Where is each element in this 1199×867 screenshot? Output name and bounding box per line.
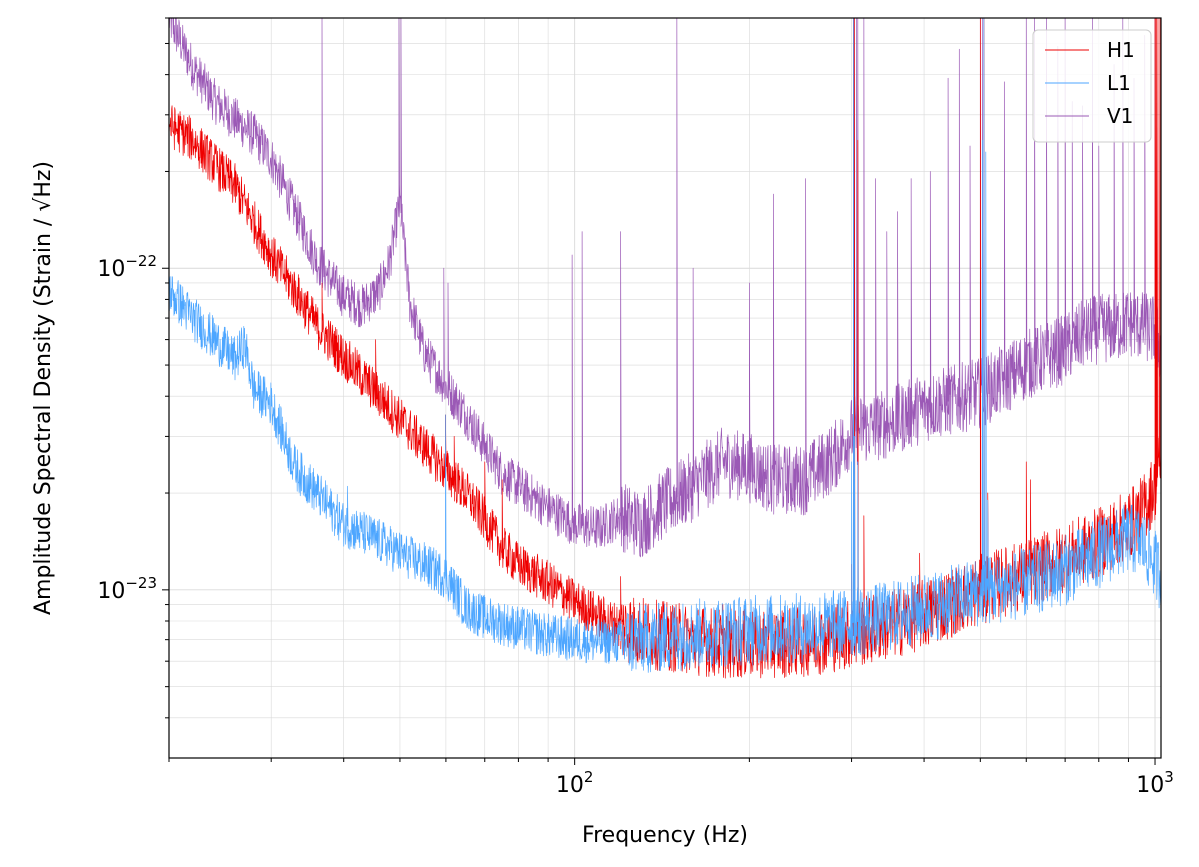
- legend-label-h1: H1: [1107, 38, 1135, 62]
- series-line-v1: [169, 18, 1161, 558]
- series-line-l1: [169, 18, 1161, 673]
- x-tick-label: 102: [556, 768, 594, 798]
- x-axis-label: Frequency (Hz): [582, 823, 748, 848]
- y-tick-label: 10−23: [97, 574, 157, 604]
- series-line-h1: [169, 18, 1161, 679]
- plot-frame: [168, 17, 1162, 759]
- x-tick-label: 103: [1136, 768, 1174, 798]
- legend: H1 L1 V1: [1032, 29, 1152, 143]
- series-layer: [169, 18, 1161, 679]
- y-tick-label: 10−22: [97, 252, 157, 282]
- ticks: 102 103 10−22 10−23: [97, 17, 1174, 798]
- legend-box: [1032, 29, 1152, 143]
- legend-label-v1: V1: [1107, 104, 1133, 128]
- y-axis-label: Amplitude Spectral Density (Strain / √Hz…: [31, 161, 56, 615]
- legend-label-l1: L1: [1107, 71, 1131, 95]
